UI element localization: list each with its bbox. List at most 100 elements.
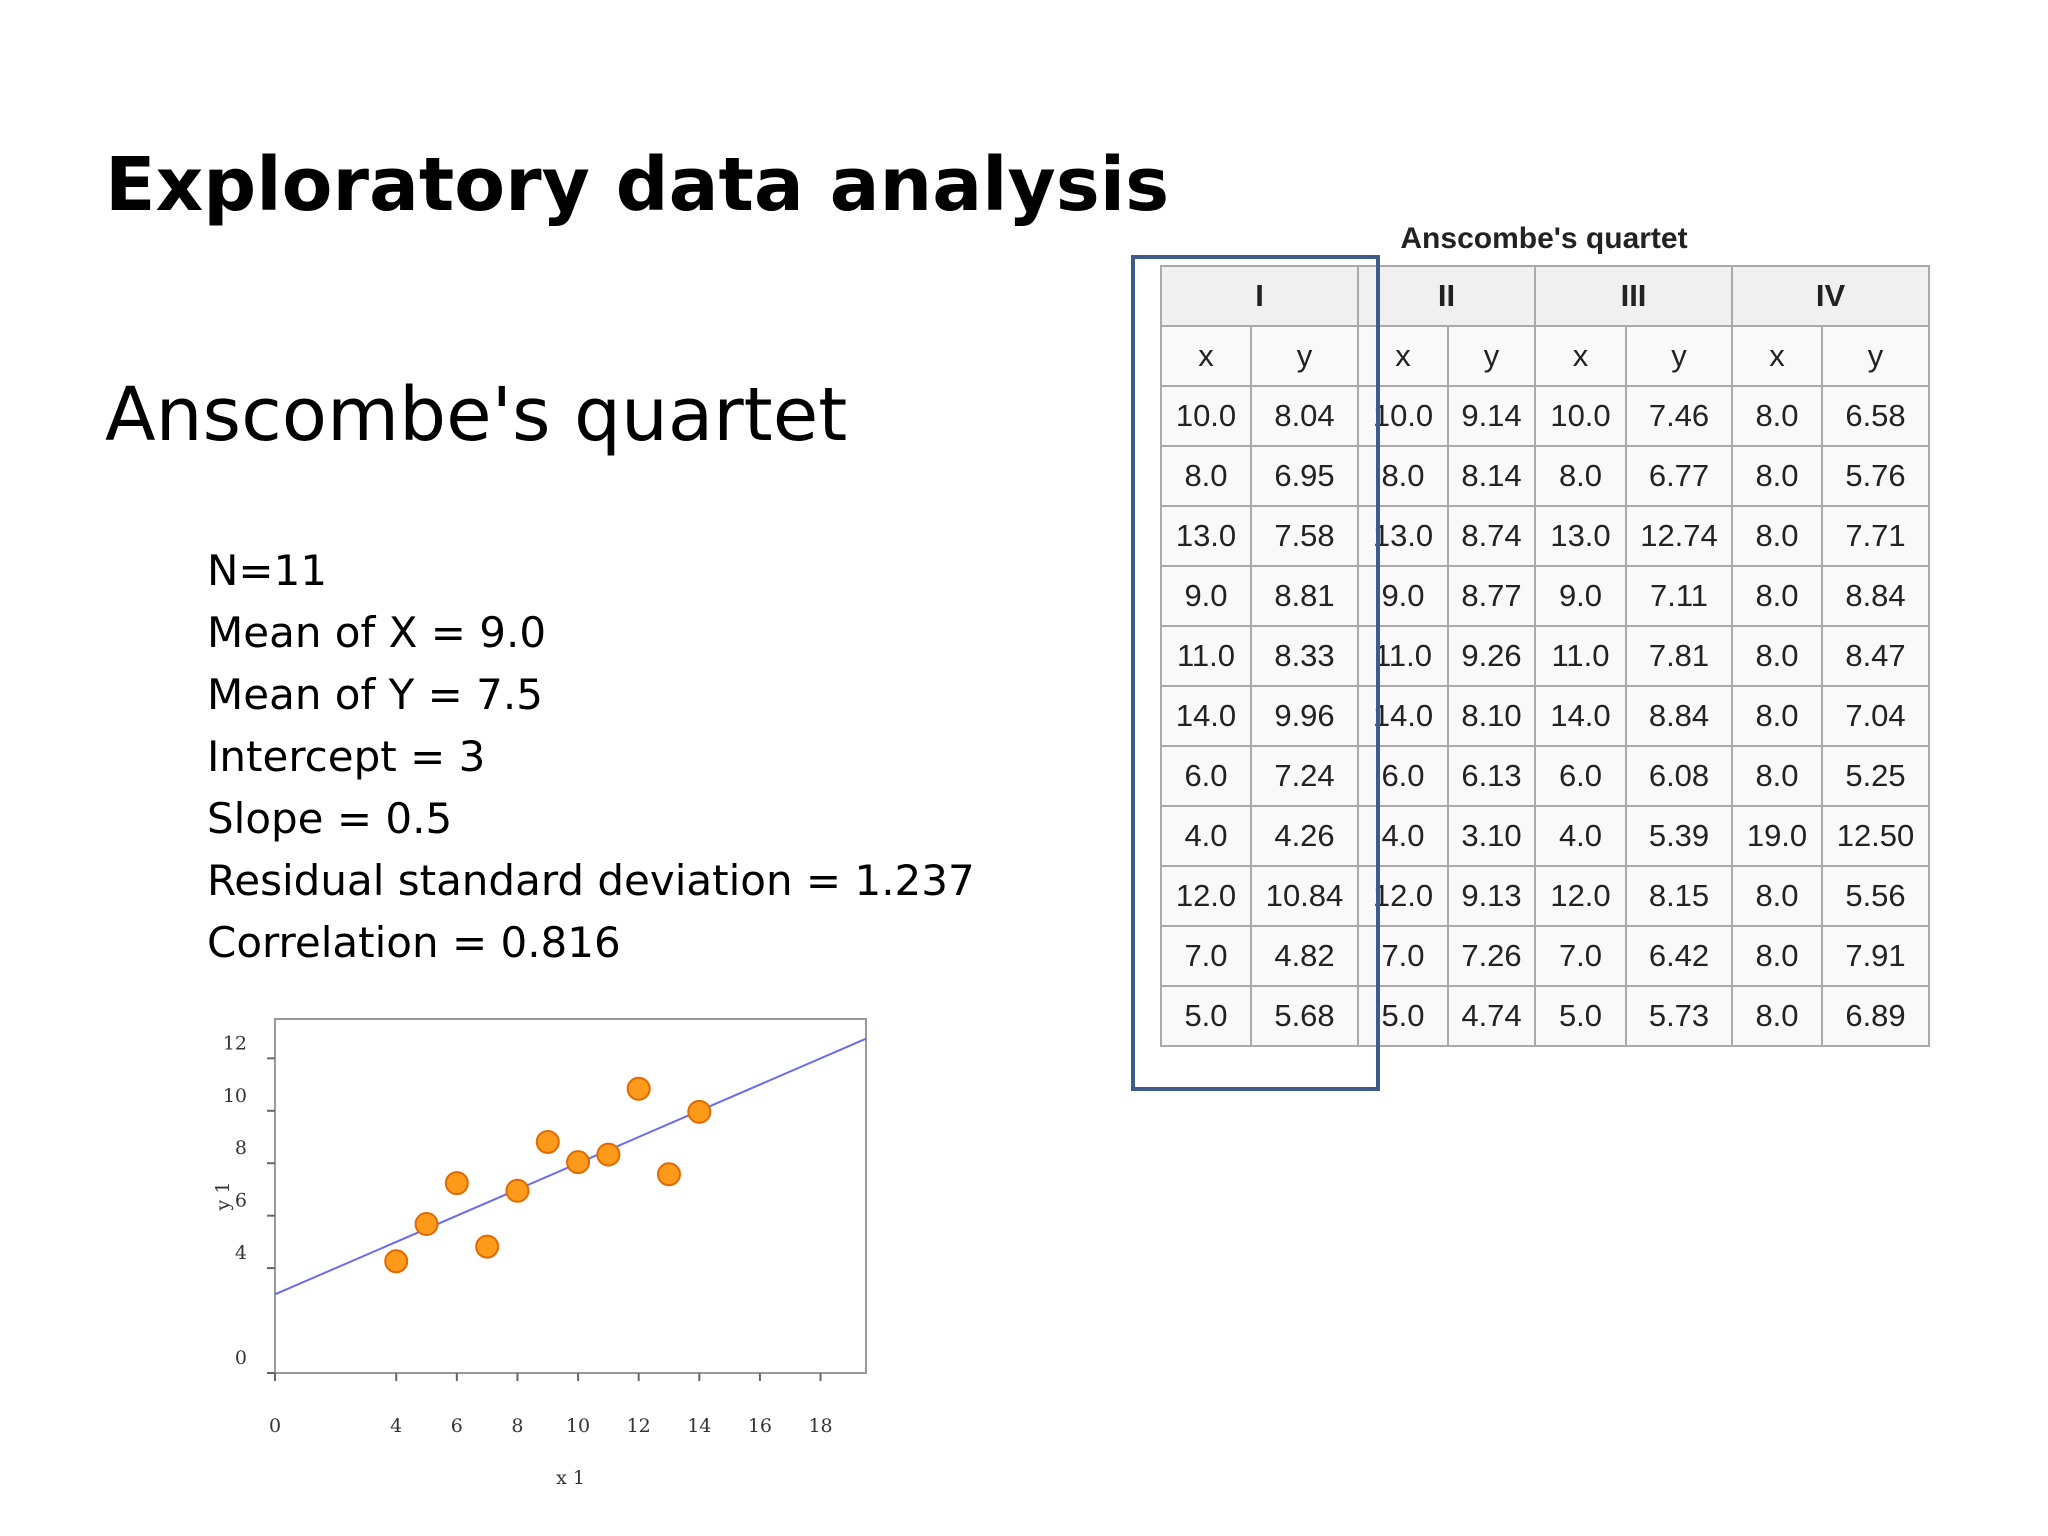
cell: 13.0	[1160, 505, 1252, 567]
cell: 9.13	[1447, 865, 1536, 927]
cell: 12.0	[1534, 865, 1627, 927]
cell: 6.42	[1625, 925, 1733, 987]
cell: 8.10	[1447, 685, 1536, 747]
point	[414, 1212, 439, 1237]
point	[626, 1076, 651, 1101]
cell: 9.0	[1534, 565, 1627, 627]
cell: 6.95	[1250, 445, 1359, 507]
cell: 6.0	[1160, 745, 1252, 807]
cell: 5.0	[1357, 985, 1449, 1047]
x-tick-label: 16	[748, 1415, 772, 1437]
group-header: II	[1357, 265, 1536, 327]
cell: 7.58	[1250, 505, 1359, 567]
y-tick-label: 0	[235, 1347, 247, 1369]
title: Exploratory data analysis	[105, 142, 1170, 228]
cell: 8.04	[1250, 385, 1359, 447]
cell: 6.0	[1534, 745, 1627, 807]
subheader: x	[1534, 325, 1627, 387]
y-axis-label: y 1	[212, 1182, 234, 1212]
data-row: 9.0 8.81 9.0 8.77 9.0 7.11 8.0 8.84	[1160, 565, 1930, 627]
cell: 8.0	[1731, 385, 1823, 447]
stat-line: Intercept = 3	[207, 732, 486, 781]
x-tick-label: 12	[627, 1415, 651, 1437]
data-row: 6.0 7.24 6.0 6.13 6.0 6.08 8.0 5.25	[1160, 745, 1930, 807]
subheader: y	[1821, 325, 1930, 387]
cell: 7.0	[1160, 925, 1252, 987]
cell: 5.25	[1821, 745, 1930, 807]
cell: 7.81	[1625, 625, 1733, 687]
cell: 4.74	[1447, 985, 1536, 1047]
cell: 8.0	[1731, 565, 1823, 627]
subheader: y	[1447, 325, 1536, 387]
point	[687, 1099, 712, 1124]
cell: 9.26	[1447, 625, 1536, 687]
point	[505, 1178, 530, 1203]
point	[566, 1150, 591, 1175]
cell: 5.0	[1160, 985, 1252, 1047]
cell: 8.0	[1731, 745, 1823, 807]
cell: 8.81	[1250, 565, 1359, 627]
y-tick-label: 12	[223, 1032, 247, 1054]
cell: 7.0	[1357, 925, 1449, 987]
cell: 11.0	[1534, 625, 1627, 687]
data-row: 7.0 4.82 7.0 7.26 7.0 6.42 8.0 7.91	[1160, 925, 1930, 987]
y-tick-label: 4	[235, 1242, 247, 1264]
cell: 11.0	[1160, 625, 1252, 687]
cell: 10.84	[1250, 865, 1359, 927]
cell: 8.0	[1357, 445, 1449, 507]
cell: 5.56	[1821, 865, 1930, 927]
data-row: 10.0 8.04 10.0 9.14 10.0 7.46 8.0 6.58	[1160, 385, 1930, 447]
highlight-box	[1131, 255, 1380, 1091]
cell: 6.13	[1447, 745, 1536, 807]
cell: 8.33	[1250, 625, 1359, 687]
cell: 6.77	[1625, 445, 1733, 507]
plot-area	[274, 1018, 867, 1374]
cell: 13.0	[1357, 505, 1449, 567]
cell: 10.0	[1160, 385, 1252, 447]
cell: 8.0	[1534, 445, 1627, 507]
data-row: 4.0 4.26 4.0 3.10 4.0 5.39 19.0 12.50	[1160, 805, 1930, 867]
cell: 4.0	[1534, 805, 1627, 867]
cell: 8.77	[1447, 565, 1536, 627]
cell: 14.0	[1160, 685, 1252, 747]
group-header: IV	[1731, 265, 1930, 327]
subheader: y	[1625, 325, 1733, 387]
x-tick-label: 14	[687, 1415, 711, 1437]
stat-line: Slope = 0.5	[207, 794, 453, 843]
cell: 6.08	[1625, 745, 1733, 807]
cell: 4.26	[1250, 805, 1359, 867]
data-row: 8.0 6.95 8.0 8.14 8.0 6.77 8.0 5.76	[1160, 445, 1930, 507]
cell: 10.0	[1357, 385, 1449, 447]
cell: 8.0	[1731, 625, 1823, 687]
y-tick-label: 8	[235, 1137, 247, 1159]
quartet-table: I II III IV x y x y x y x y 10.0 8.04 10.0 9.14 10.0 7.46…	[1160, 265, 1930, 1047]
x-tick-label: 18	[808, 1415, 832, 1437]
cell: 7.46	[1625, 385, 1733, 447]
cell: 7.71	[1821, 505, 1930, 567]
data-row: 5.0 5.68 5.0 4.74 5.0 5.73 8.0 6.89	[1160, 985, 1930, 1047]
cell: 6.0	[1357, 745, 1449, 807]
group-header: III	[1534, 265, 1733, 327]
point	[657, 1162, 681, 1187]
data-row: 13.0 7.58 13.0 8.74 13.0 12.74 8.0 7.71	[1160, 505, 1930, 567]
cell: 7.11	[1625, 565, 1733, 627]
cell: 8.74	[1447, 505, 1536, 567]
cell: 5.73	[1625, 985, 1733, 1047]
cell: 12.0	[1357, 865, 1449, 927]
cell: 6.58	[1821, 385, 1930, 447]
stat-line: Mean of Y = 7.5	[207, 670, 543, 719]
cell: 8.0	[1731, 925, 1823, 987]
cell: 9.96	[1250, 685, 1359, 747]
table-caption: Anscombe's quartet	[1400, 222, 1688, 255]
cell: 8.0	[1160, 445, 1252, 507]
x-tick-label: 6	[451, 1415, 463, 1437]
subheader: x	[1160, 325, 1252, 387]
cell: 11.0	[1357, 625, 1449, 687]
cell: 4.0	[1357, 805, 1449, 867]
cell: 8.0	[1731, 685, 1823, 747]
cell: 7.26	[1447, 925, 1536, 987]
stats-list: N=11 Mean of X = 9.0 Mean of Y = 7.5 Interc…	[207, 540, 975, 974]
cell: 8.0	[1731, 445, 1823, 507]
